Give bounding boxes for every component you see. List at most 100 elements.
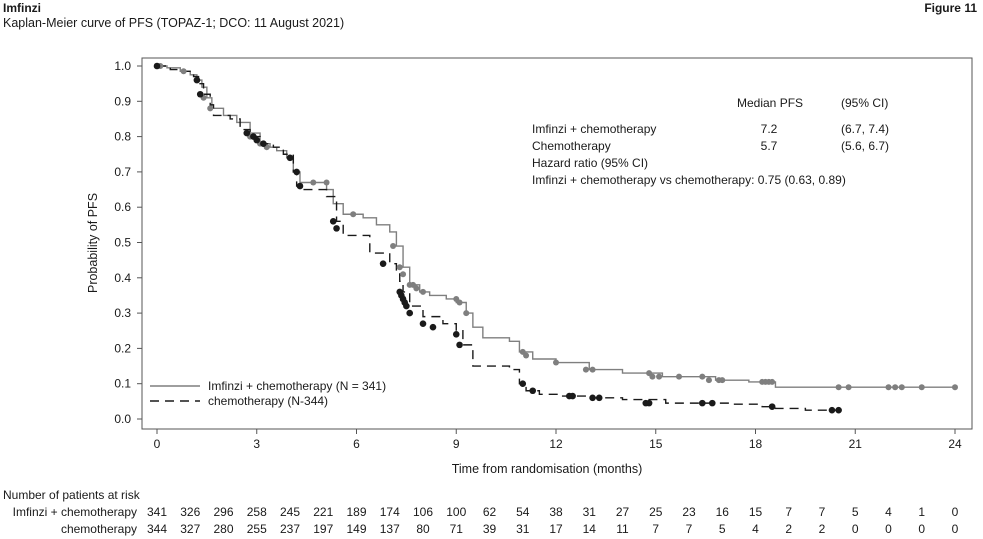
at-risk-value: 149: [346, 522, 367, 536]
at-risk-value: 0: [851, 522, 859, 536]
censor-mark: [582, 366, 589, 373]
censor-mark: [835, 406, 842, 414]
y-tick-label: 0.0: [114, 412, 131, 426]
censor-mark: [649, 373, 656, 380]
censor-mark: [463, 310, 470, 317]
axis-ticks: 0.0 0.1 0.2 0.3 0.4 0.5 0.6 0.7 0.8 0.9 1.0 0 3 6 9 12 1…: [114, 59, 962, 451]
censor-mark: [918, 384, 925, 391]
at-risk-value: 4: [885, 505, 892, 519]
at-risk-title: Number of patients at risk: [3, 488, 140, 502]
at-risk-value: 4: [752, 522, 759, 536]
x-tick-label: 21: [849, 437, 863, 451]
y-tick-label: 0.3: [114, 306, 131, 320]
stats-row-median: 7.2: [761, 122, 778, 136]
x-tick-label: 15: [649, 437, 663, 451]
censor-mark: [828, 406, 836, 414]
x-tick-label: 12: [549, 437, 563, 451]
y-tick-label: 0.8: [114, 130, 131, 144]
legend-label-chemo: chemotherapy (N-344): [208, 394, 328, 408]
censor-mark: [645, 399, 653, 407]
censor-marks: [153, 62, 958, 414]
at-risk-value: 137: [379, 522, 400, 536]
stats-header-ci: (95% CI): [841, 96, 888, 110]
at-risk-value: 7: [785, 505, 793, 519]
censor-mark: [699, 399, 706, 407]
y-tick-label: 0.2: [114, 341, 131, 355]
censor-mark: [952, 384, 958, 391]
at-risk-table: Number of patients at risk Imfinzi + che…: [0, 488, 983, 538]
at-risk-value: 327: [180, 522, 201, 536]
censor-mark: [769, 378, 776, 385]
censor-mark: [323, 179, 330, 186]
legend: Imfinzi + chemotherapy (N = 341) chemoth…: [150, 379, 386, 408]
censor-mark: [676, 373, 683, 380]
y-tick-label: 0.4: [114, 271, 131, 285]
at-risk-value: 27: [615, 505, 630, 519]
censor-mark: [396, 264, 403, 271]
at-risk-value: 258: [246, 505, 267, 519]
at-risk-value: 7: [652, 522, 660, 536]
censor-mark: [705, 377, 712, 384]
series-layer: [157, 65, 955, 411]
at-risk-value: 5: [718, 522, 726, 536]
censor-mark: [456, 299, 463, 306]
at-risk-value: 16: [715, 505, 729, 519]
at-risk-value: 38: [549, 505, 563, 519]
censor-mark: [523, 352, 530, 359]
stats-row-label: Chemotherapy: [532, 139, 611, 153]
censor-mark: [296, 182, 304, 190]
figure-label: Figure 11: [924, 1, 977, 15]
censor-mark: [329, 218, 337, 225]
censor-mark: [656, 373, 663, 380]
censor-mark: [553, 359, 559, 366]
censor-mark: [708, 399, 716, 407]
at-risk-value: 237: [279, 522, 301, 536]
stats-table: Median PFS (95% CI) Imfinzi + chemothera…: [532, 96, 889, 187]
censor-mark: [400, 271, 407, 278]
at-risk-value: 245: [279, 505, 301, 519]
censor-mark: [350, 211, 357, 218]
at-risk-value: 25: [649, 505, 663, 519]
x-tick-label: 18: [749, 437, 763, 451]
at-risk-row-label: chemotherapy: [60, 522, 137, 536]
at-risk-value: 255: [246, 522, 267, 536]
at-risk-value: 221: [313, 505, 334, 519]
at-risk-value: 174: [379, 505, 400, 519]
stats-row-median: 5.7: [761, 139, 778, 153]
km-plot: 0.0 0.1 0.2 0.3 0.4 0.5 0.6 0.7 0.8 0.9 1.0 0 3 6 9 12 1…: [86, 57, 973, 476]
at-risk-value: 0: [918, 522, 926, 536]
censor-mark: [456, 341, 463, 349]
censor-mark: [845, 384, 852, 391]
censor-mark: [452, 330, 460, 338]
censor-mark: [892, 384, 899, 391]
at-risk-row-label: Imfinzi + chemotherapy: [12, 505, 137, 519]
legend-label-imfinzi: Imfinzi + chemotherapy (N = 341): [208, 379, 386, 393]
at-risk-value: 54: [516, 505, 530, 519]
at-risk-value: 280: [213, 522, 234, 536]
censor-mark: [420, 288, 426, 295]
at-risk-value: 39: [482, 522, 497, 536]
y-tick-label: 0.9: [114, 94, 131, 108]
censor-mark: [243, 129, 251, 137]
censor-mark: [595, 394, 603, 402]
censor-mark: [719, 377, 726, 384]
drug-title: Imfinzi: [3, 1, 41, 15]
at-risk-value: 296: [213, 505, 234, 519]
at-risk-value: 1: [918, 505, 926, 519]
at-risk-value: 14: [582, 522, 596, 536]
censor-mark: [180, 68, 187, 75]
censor-mark: [569, 392, 576, 400]
censor-mark: [699, 373, 706, 380]
censor-mark: [589, 366, 596, 373]
censor-mark: [286, 154, 294, 162]
hazard-ratio-title: Hazard ratio (95% CI): [532, 156, 648, 170]
censor-mark: [260, 140, 267, 147]
at-risk-value: 23: [682, 505, 696, 519]
censor-mark: [403, 302, 410, 310]
at-risk-value: 197: [313, 522, 334, 536]
censor-mark: [390, 243, 397, 250]
censor-mark: [529, 387, 537, 395]
censor-mark: [413, 285, 420, 292]
x-tick-label: 6: [353, 437, 360, 451]
at-risk-value: 0: [951, 505, 959, 519]
